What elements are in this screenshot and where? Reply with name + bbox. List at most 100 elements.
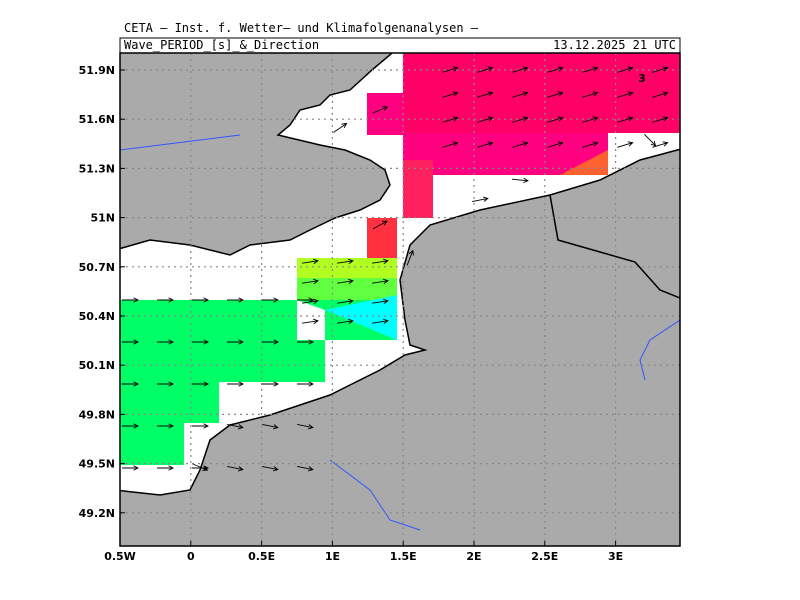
arrow xyxy=(652,141,669,148)
arrow xyxy=(157,381,174,387)
wave-field xyxy=(297,278,397,300)
lon-label: 3E xyxy=(608,550,623,563)
arrow xyxy=(472,196,489,203)
arrow xyxy=(582,91,599,98)
arrow xyxy=(512,141,529,148)
arrow xyxy=(547,66,564,73)
arrow xyxy=(477,116,494,123)
arrow xyxy=(582,116,599,123)
arrow xyxy=(442,91,459,98)
border xyxy=(549,194,680,299)
arrow xyxy=(617,116,634,123)
lat-label: 49.2N xyxy=(79,507,115,520)
arrow xyxy=(644,133,657,147)
wave-field xyxy=(367,93,403,135)
arrow xyxy=(157,339,174,345)
arrow xyxy=(302,318,319,325)
land-england xyxy=(120,53,394,256)
arrow xyxy=(442,66,459,73)
arrow xyxy=(372,298,389,305)
arrow xyxy=(617,141,634,148)
lat-label: 50.4N xyxy=(79,310,115,323)
river xyxy=(639,319,680,381)
source-line: CETA — Inst. f. Wetter— und Klimafolgena… xyxy=(124,21,479,35)
arrow xyxy=(262,465,279,472)
arrow xyxy=(337,318,354,325)
arrow xyxy=(262,381,279,387)
river xyxy=(120,134,241,151)
arrow xyxy=(297,297,314,303)
arrow xyxy=(652,116,669,123)
arrow xyxy=(617,91,634,98)
land-france xyxy=(120,148,680,546)
direction-arrows xyxy=(122,66,669,472)
map-frame xyxy=(119,52,681,547)
wave-field xyxy=(367,218,397,258)
arrow xyxy=(297,465,314,472)
lat-label: 50.1N xyxy=(79,359,115,372)
arrow xyxy=(297,381,314,387)
arrow xyxy=(512,116,529,123)
lat-label: 51.9N xyxy=(79,64,115,77)
lon-label: 0.5E xyxy=(248,550,275,563)
arrow xyxy=(192,381,209,387)
arrow xyxy=(652,66,669,73)
arrow xyxy=(442,116,459,123)
timestamp: 13.12.2025 21 UTC xyxy=(553,38,676,52)
lat-label: 49.5N xyxy=(79,458,115,471)
river xyxy=(329,459,421,531)
arrow xyxy=(372,278,389,285)
arrow xyxy=(372,318,389,325)
arrow xyxy=(302,258,319,265)
arrow xyxy=(617,66,634,73)
arrow xyxy=(547,91,564,98)
arrow xyxy=(227,381,244,387)
wave-field xyxy=(403,53,680,133)
arrow xyxy=(192,297,209,303)
lon-label: 1.5E xyxy=(390,550,417,563)
arrow xyxy=(302,298,319,305)
arrow xyxy=(477,66,494,73)
arrow xyxy=(477,141,494,148)
arrow xyxy=(227,339,244,345)
arrow xyxy=(337,278,354,285)
arrow xyxy=(192,423,209,429)
grid xyxy=(120,53,680,546)
lat-label: 51.6N xyxy=(79,113,115,126)
axes: 0.5W 0 0.5E 1E 1.5E 2E 2.5E 3E 51.9N 51.6N 51.3N 51… xyxy=(79,64,624,563)
arrow xyxy=(372,220,388,230)
arrow xyxy=(122,465,139,471)
arrow xyxy=(122,423,139,429)
arrow xyxy=(192,463,209,471)
arrow xyxy=(262,423,279,430)
arrow xyxy=(122,339,139,345)
arrow xyxy=(511,177,529,184)
arrow xyxy=(122,381,139,387)
contour-label: 3 xyxy=(638,72,646,85)
lon-label: 0 xyxy=(187,550,195,563)
lon-label: 2.5E xyxy=(531,550,558,563)
arrow xyxy=(512,91,529,98)
lon-label: 2E xyxy=(466,550,481,563)
lat-label: 49.8N xyxy=(79,408,115,421)
lat-label: 50.7N xyxy=(79,261,115,274)
arrow xyxy=(157,423,174,429)
arrow xyxy=(227,423,244,430)
arrow xyxy=(297,339,314,345)
arrow xyxy=(227,297,244,303)
lat-label: 51.3N xyxy=(79,162,115,175)
map-area xyxy=(120,53,680,546)
arrow xyxy=(512,66,529,73)
arrow xyxy=(477,91,494,98)
map-title: Wave_PERIOD_[s]_&_Direction xyxy=(124,38,319,52)
arrow xyxy=(442,141,459,148)
arrow xyxy=(262,339,279,345)
arrow xyxy=(262,297,279,303)
lon-label: 1E xyxy=(325,550,340,563)
arrow xyxy=(372,106,389,114)
wave-field xyxy=(403,160,433,218)
lon-label: 0.5W xyxy=(104,550,136,563)
wave-field xyxy=(297,258,397,278)
arrow xyxy=(582,66,599,73)
arrow xyxy=(122,297,139,303)
